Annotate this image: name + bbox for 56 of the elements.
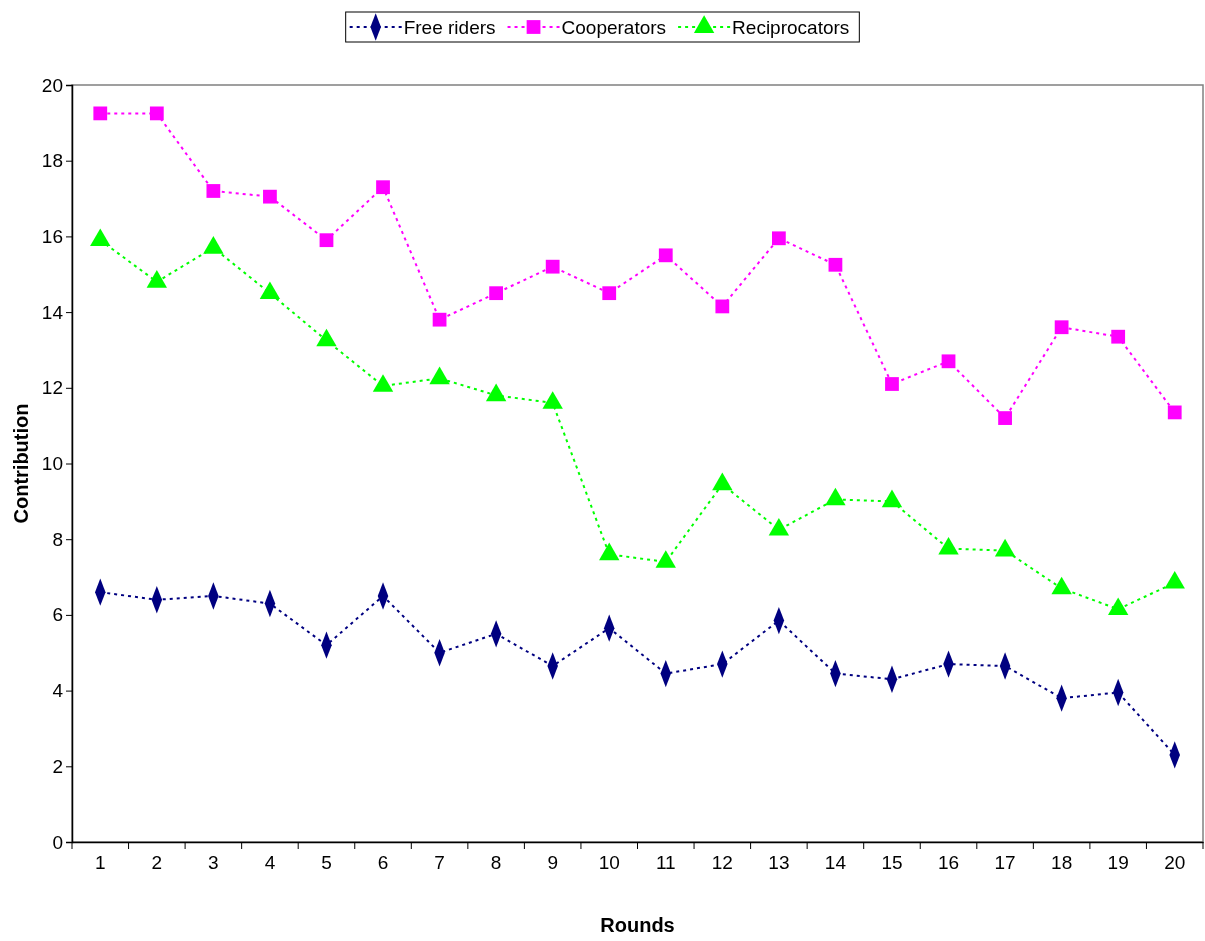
x-tick-label: 12 — [711, 852, 733, 874]
point — [432, 312, 447, 327]
point — [941, 354, 956, 369]
point — [885, 377, 899, 391]
point — [93, 106, 108, 121]
y-tick-label: 14 — [41, 301, 64, 323]
point — [998, 411, 1012, 425]
x-tick-label: 3 — [208, 852, 219, 874]
x-tick-label: 6 — [377, 852, 389, 874]
y-tick-label: 18 — [41, 150, 63, 172]
point — [658, 248, 673, 263]
point — [206, 184, 221, 198]
y-tick-label: 8 — [52, 528, 63, 550]
x-tick-label: 9 — [547, 852, 558, 874]
y-tick-label: 2 — [52, 755, 63, 777]
x-tick-label: 10 — [598, 852, 620, 874]
point — [263, 189, 277, 204]
x-tick-label: 8 — [490, 852, 502, 874]
legend-label: Free riders — [403, 17, 496, 38]
legend-label: Reciprocators — [732, 17, 850, 38]
point — [149, 106, 164, 121]
x-tick-label: 11 — [655, 852, 676, 874]
point — [1111, 329, 1126, 344]
x-tick-label: 19 — [1107, 852, 1129, 874]
y-tick-label: 16 — [41, 225, 63, 247]
point — [489, 286, 504, 301]
point — [319, 233, 334, 248]
y-tick-label: 6 — [52, 604, 63, 626]
point — [828, 257, 843, 272]
x-tick-label: 1 — [94, 852, 106, 874]
x-tick-label: 15 — [881, 852, 903, 874]
point — [1054, 320, 1069, 335]
point — [602, 286, 617, 301]
legend-label: Cooperators — [561, 17, 667, 38]
x-tick-label: 4 — [264, 852, 276, 874]
x-tick-label: 18 — [1051, 852, 1073, 874]
point — [1167, 405, 1182, 420]
point — [376, 180, 390, 195]
y-tick-label: 4 — [52, 680, 64, 702]
x-tick-label: 20 — [1164, 852, 1186, 874]
y-axis-title: Contribution — [10, 403, 32, 524]
x-tick-label: 14 — [824, 852, 847, 874]
y-tick-label: 0 — [52, 831, 63, 853]
x-axis-title: Rounds — [600, 914, 675, 936]
x-tick-label: 16 — [937, 852, 960, 874]
point — [715, 299, 730, 314]
point — [545, 259, 560, 274]
y-tick-label: 10 — [41, 453, 63, 475]
x-tick-label: 7 — [434, 852, 445, 874]
y-tick-label: 20 — [41, 74, 63, 96]
x-tick-label: 5 — [321, 852, 332, 874]
point — [771, 231, 786, 246]
x-tick-label: 2 — [151, 852, 163, 874]
x-tick-label: 13 — [768, 852, 790, 874]
x-tick-label: 17 — [994, 852, 1016, 874]
y-tick-label: 12 — [41, 377, 63, 399]
